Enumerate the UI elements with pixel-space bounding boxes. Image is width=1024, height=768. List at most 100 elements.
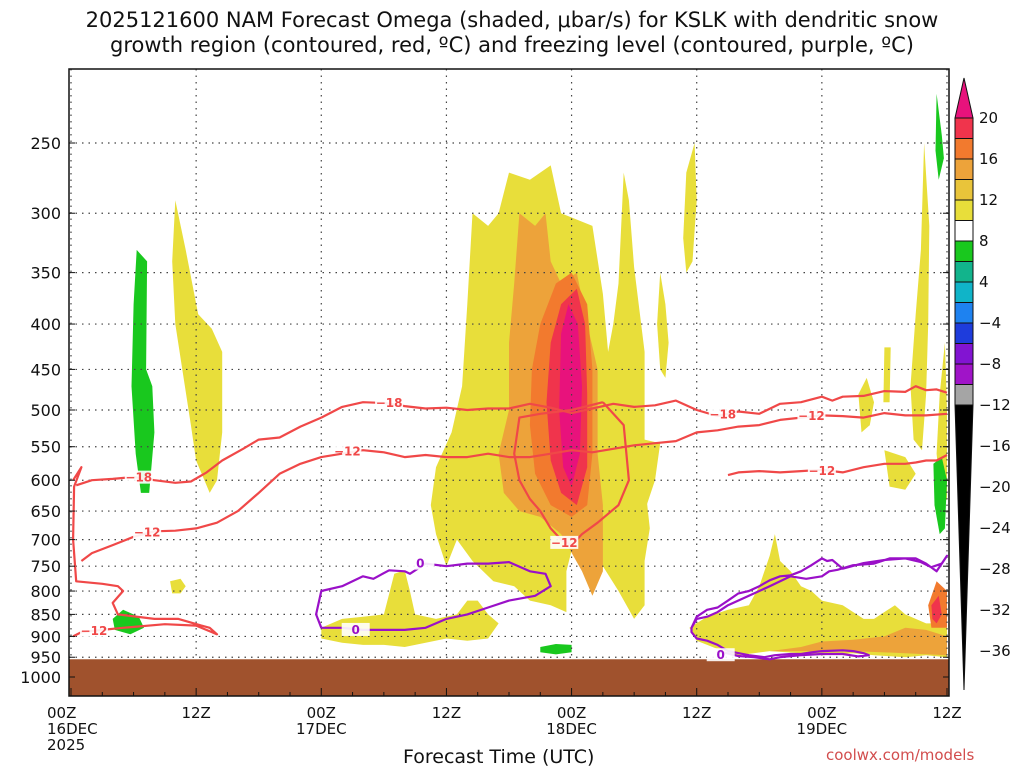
colorbar-label: −4: [979, 314, 1001, 332]
y-tick-label: 600: [30, 471, 61, 490]
dgz-contour-label-bg: [79, 623, 108, 637]
freezing-contour-label: 0: [352, 623, 360, 637]
colorbar-label: 20: [979, 109, 998, 127]
colorbar-label: 8: [979, 232, 989, 250]
contour-minus12-right: [727, 454, 948, 477]
colorbar-label: 12: [979, 191, 998, 209]
contour-minus12-upper: [341, 412, 948, 459]
dgz-contour-label: −12: [798, 409, 825, 423]
colorbar-bin: [954, 158, 974, 180]
colorbar-label: −32: [979, 601, 1011, 619]
y-tick-label: 250: [30, 134, 61, 153]
x-tick-label: 2025: [47, 736, 85, 754]
x-tick-label: 19DEC: [797, 720, 848, 738]
x-tick-label: 12Z: [432, 704, 461, 722]
colorbar-bin: [954, 138, 974, 160]
colorbar-label: 4: [979, 273, 989, 291]
contour-minus12-left-loop: [71, 466, 219, 638]
contour-minus18-upper: [320, 385, 948, 419]
x-tick-label: 18DEC: [546, 720, 597, 738]
colorbar-bin: [954, 322, 974, 344]
colorbar-bin: [954, 281, 974, 303]
y-tick-label: 550: [30, 438, 61, 457]
colorbar-bin: [954, 199, 974, 221]
freezing-contour-label: 0: [416, 557, 424, 571]
ground-layer: [69, 659, 949, 696]
dgz-contour-label: −18: [125, 471, 152, 485]
y-tick-label: 750: [30, 557, 61, 576]
freezing-contour-label-bg: [341, 622, 370, 636]
y-tick-label: 950: [30, 648, 61, 667]
source-credit[interactable]: coolwx.com/models: [826, 746, 975, 764]
chart-title: 2025121600 NAM Forecast Omega (shaded, μ…: [0, 8, 1024, 58]
colorbar-bin: [954, 117, 974, 139]
omega-neg-4-hour6: [131, 249, 155, 493]
y-tick-label: 650: [30, 502, 61, 521]
colorbar-label: −12: [979, 396, 1011, 414]
contour-minus12-center: [513, 401, 631, 547]
contour-minus18-lower: [75, 416, 322, 487]
colorbar-bin: [954, 220, 974, 242]
y-tick-label: 1000: [20, 668, 61, 687]
x-tick-label: 00Z: [807, 704, 836, 722]
colorbar-bin-top: [954, 77, 974, 119]
y-tick-label: 850: [30, 605, 61, 624]
y-tick-label: 300: [30, 204, 61, 223]
dgz-contour-label-bg: [550, 535, 579, 549]
omega-pos-4-hour81-col: [910, 143, 930, 451]
y-tick-label: 350: [30, 264, 61, 283]
dgz-contour-label: −12: [334, 445, 361, 459]
dgz-contour-label-bg: [133, 525, 162, 539]
dgz-contour-label: −12: [808, 464, 835, 478]
colorbar-bin-bottom: [954, 404, 974, 691]
omega-pos-4-hour59: [683, 143, 697, 273]
colorbar-bin: [954, 384, 974, 406]
dgz-contour-label: −12: [551, 536, 578, 550]
omega-pos-4-hour10: [172, 200, 223, 493]
y-tick-label: 500: [30, 401, 61, 420]
omega-pos-4-hour57-col: [657, 272, 669, 378]
x-tick-label: 12Z: [932, 704, 961, 722]
colorbar-bin: [954, 363, 974, 385]
grid-lines: [69, 69, 949, 696]
omega-pos-4-hour55-below: [632, 439, 661, 506]
freezing-level-left: [315, 560, 552, 632]
omega-pos-4-hour9-low: [170, 578, 186, 594]
omega-pos-4-hour76: [858, 377, 874, 433]
omega-neg-4-right-mid: [933, 457, 947, 535]
colorbar-label: 16: [979, 150, 998, 168]
dgz-contour-label-bg: [708, 407, 737, 421]
omega-pos-8-bottom: [769, 627, 947, 656]
colorbar-label: −24: [979, 519, 1011, 537]
dgz-contour-label: −12: [134, 525, 161, 539]
x-tick-label: 00Z: [307, 704, 336, 722]
colorbar-bin: [954, 302, 974, 324]
omega-neg-4-hour47: [540, 644, 572, 655]
x-axis-title: Forecast Time (UTC): [403, 746, 595, 768]
omega-shaded-regions: [112, 93, 947, 658]
dgz-contour-label-bg: [807, 464, 836, 478]
colorbar-label: −28: [979, 560, 1011, 578]
colorbar-label: −16: [979, 437, 1011, 455]
freezing-contour-label-bg: [706, 648, 735, 662]
x-tick-label: 00Z: [557, 704, 586, 722]
omega-pos-4-bottom-right: [689, 534, 947, 658]
colorbar-bin: [954, 261, 974, 283]
dgz-contour-label: −18: [709, 408, 736, 422]
x-tick-label: 17DEC: [296, 720, 347, 738]
dgz-contour-label-bg: [375, 396, 404, 410]
colorbar-bin: [954, 343, 974, 365]
freezing-contour-label-bg: [406, 556, 435, 570]
dgz-contour-label: −18: [376, 396, 403, 410]
y-tick-label: 700: [30, 531, 61, 550]
y-tick-label: 800: [30, 582, 61, 601]
x-tick-label: 12Z: [181, 704, 210, 722]
x-tick-label: 16DEC: [47, 720, 98, 738]
colorbar-label: −20: [979, 478, 1011, 496]
x-tick-label: 12Z: [682, 704, 711, 722]
dgz-contour-label-bg: [124, 470, 153, 484]
chart-title-line1: 2025121600 NAM Forecast Omega (shaded, μ…: [85, 8, 939, 32]
colorbar-bin: [954, 179, 974, 201]
